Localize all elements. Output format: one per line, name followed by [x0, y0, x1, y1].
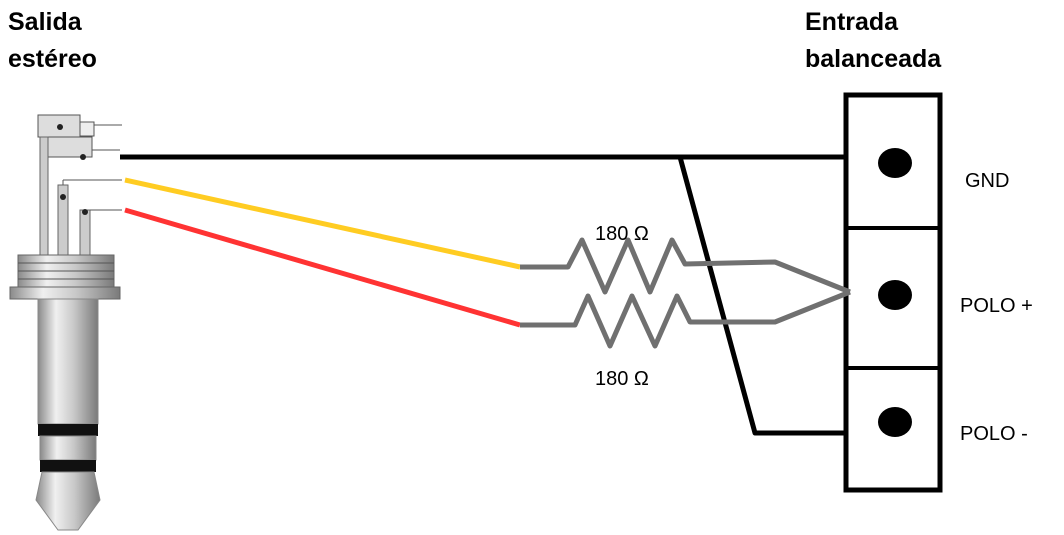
resistor-label: 180 Ω [595, 368, 649, 390]
terminal-label: GND [965, 170, 1009, 192]
terminal-label: POLO - [960, 423, 1028, 445]
terminal-block [843, 92, 943, 493]
terminal-label: POLO + [960, 295, 1033, 317]
stereo-jack [9, 114, 122, 531]
wires [120, 154, 851, 436]
left-title-line: Salida [8, 8, 83, 36]
resistor-label: 180 Ω [595, 223, 649, 245]
left-title-line: estéreo [8, 45, 97, 73]
right-title-line: balanceada [805, 45, 942, 73]
right-title-line: Entrada [805, 8, 899, 36]
